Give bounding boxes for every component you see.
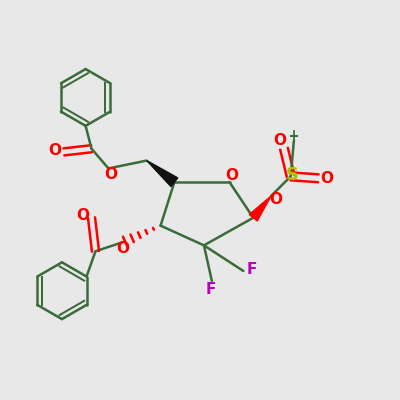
Text: O: O [116, 241, 130, 256]
Text: O: O [104, 167, 117, 182]
Text: O: O [274, 133, 286, 148]
Text: O: O [320, 171, 334, 186]
Text: F: F [206, 282, 216, 297]
Text: O: O [225, 168, 238, 184]
Text: O: O [76, 208, 89, 223]
Text: F: F [247, 262, 257, 276]
Text: O: O [49, 143, 62, 158]
Text: O: O [269, 192, 282, 208]
Polygon shape [147, 160, 178, 186]
Polygon shape [249, 196, 271, 221]
Text: S: S [286, 166, 298, 184]
